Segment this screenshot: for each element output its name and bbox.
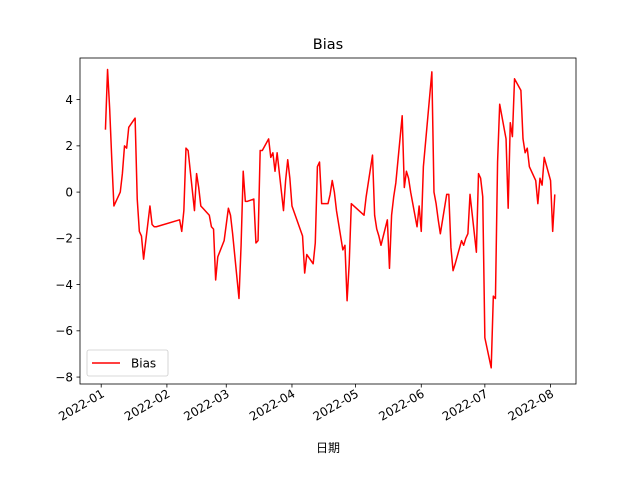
y-tick-label: 2 bbox=[65, 139, 73, 153]
y-tick-label: 0 bbox=[65, 185, 73, 199]
y-axis: −8 −6 −4 −2 0 2 4 bbox=[55, 93, 80, 384]
legend-label-bias: Bias bbox=[131, 357, 156, 371]
legend: Bias bbox=[86, 349, 169, 377]
y-tick-label: −8 bbox=[55, 370, 73, 384]
series-layer bbox=[104, 68, 556, 369]
plot-frame bbox=[79, 57, 577, 385]
chart-title: Bias bbox=[313, 37, 343, 53]
y-tick-label: 4 bbox=[65, 93, 73, 107]
y-tick-label: −4 bbox=[55, 278, 73, 292]
y-tick-label: −6 bbox=[55, 324, 73, 338]
legend-box bbox=[86, 349, 169, 377]
y-tick-label: −2 bbox=[55, 232, 73, 246]
plot-area bbox=[79, 57, 577, 385]
series-line-bias bbox=[104, 68, 556, 369]
x-axis-label: 日期 bbox=[316, 441, 340, 455]
